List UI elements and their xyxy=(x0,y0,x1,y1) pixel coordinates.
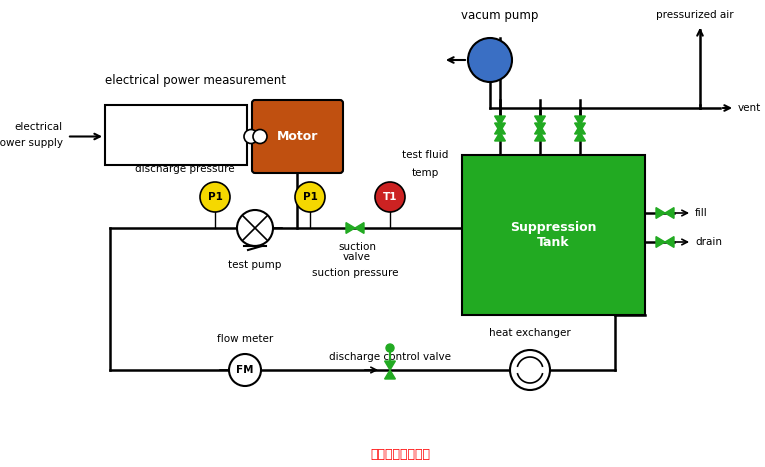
Text: pressurized air: pressurized air xyxy=(656,10,734,20)
Text: vacum pump: vacum pump xyxy=(461,9,539,22)
Polygon shape xyxy=(665,208,674,219)
Text: FM: FM xyxy=(236,365,254,375)
Polygon shape xyxy=(535,123,545,132)
Polygon shape xyxy=(575,132,585,141)
Polygon shape xyxy=(495,116,506,125)
Text: discharge pressure: discharge pressure xyxy=(135,164,235,174)
Circle shape xyxy=(253,129,267,143)
Polygon shape xyxy=(656,237,665,248)
Text: drain: drain xyxy=(695,237,722,247)
Circle shape xyxy=(510,350,550,390)
Polygon shape xyxy=(535,125,545,134)
Circle shape xyxy=(386,344,394,352)
Text: 公众号《泵沙龙》: 公众号《泵沙龙》 xyxy=(370,448,430,461)
Polygon shape xyxy=(656,208,665,219)
Text: Motor: Motor xyxy=(277,130,318,143)
Text: power supply: power supply xyxy=(0,137,63,148)
Circle shape xyxy=(244,129,258,143)
Text: discharge control valve: discharge control valve xyxy=(329,352,451,362)
Text: Suppression: Suppression xyxy=(510,220,597,234)
Text: test pump: test pump xyxy=(228,260,282,270)
Polygon shape xyxy=(355,223,364,234)
Text: electrical: electrical xyxy=(15,122,63,133)
Polygon shape xyxy=(385,370,396,379)
Text: test fluid: test fluid xyxy=(402,150,448,160)
Polygon shape xyxy=(575,123,585,132)
Text: suction pressure: suction pressure xyxy=(312,268,399,278)
Text: temp: temp xyxy=(412,168,438,178)
Polygon shape xyxy=(665,237,674,248)
Polygon shape xyxy=(346,223,355,234)
Text: valve: valve xyxy=(343,252,371,262)
Polygon shape xyxy=(535,132,545,141)
Polygon shape xyxy=(535,116,545,125)
Text: Tank: Tank xyxy=(537,236,570,249)
Circle shape xyxy=(229,354,261,386)
Polygon shape xyxy=(495,123,506,132)
Circle shape xyxy=(237,210,273,246)
Circle shape xyxy=(375,182,405,212)
Circle shape xyxy=(200,182,230,212)
Circle shape xyxy=(295,182,325,212)
Text: T1: T1 xyxy=(382,192,397,202)
Text: suction: suction xyxy=(338,242,376,252)
Text: P1: P1 xyxy=(207,192,223,202)
FancyBboxPatch shape xyxy=(252,100,343,173)
Text: flow meter: flow meter xyxy=(216,334,273,344)
Circle shape xyxy=(468,38,512,82)
Text: heat exchanger: heat exchanger xyxy=(489,328,571,338)
Text: electrical power measurement: electrical power measurement xyxy=(106,74,287,87)
Bar xyxy=(462,155,645,315)
Polygon shape xyxy=(495,125,506,134)
Polygon shape xyxy=(575,116,585,125)
Polygon shape xyxy=(495,132,506,141)
Text: fill: fill xyxy=(695,208,708,218)
Polygon shape xyxy=(385,361,396,370)
Bar xyxy=(105,105,247,165)
Text: P1: P1 xyxy=(303,192,317,202)
Text: vent: vent xyxy=(738,103,761,113)
Polygon shape xyxy=(575,125,585,134)
